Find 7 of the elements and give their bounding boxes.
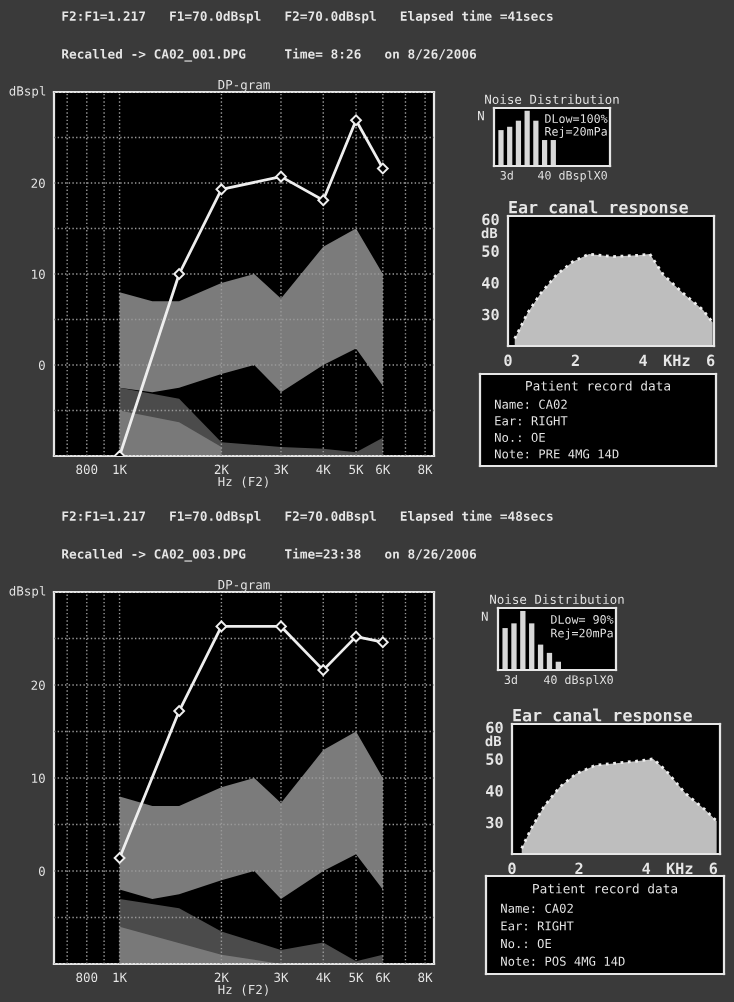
- bar: [524, 110, 530, 166]
- bar: [515, 120, 522, 166]
- chart-title: Ear canal response: [513, 708, 692, 725]
- bar: [541, 140, 548, 166]
- bar: [498, 130, 504, 166]
- bar: [550, 140, 556, 166]
- chart-title: Ear canal response: [509, 200, 688, 217]
